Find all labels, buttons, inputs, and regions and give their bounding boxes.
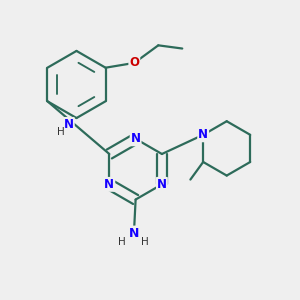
Text: O: O (129, 56, 139, 69)
Text: N: N (130, 132, 141, 145)
Text: N: N (157, 178, 167, 191)
Text: H: H (141, 237, 148, 247)
Text: H: H (57, 128, 65, 137)
Text: N: N (64, 118, 74, 131)
Text: N: N (198, 128, 208, 141)
Text: N: N (104, 178, 114, 191)
Text: N: N (129, 226, 139, 240)
Text: H: H (118, 237, 126, 247)
